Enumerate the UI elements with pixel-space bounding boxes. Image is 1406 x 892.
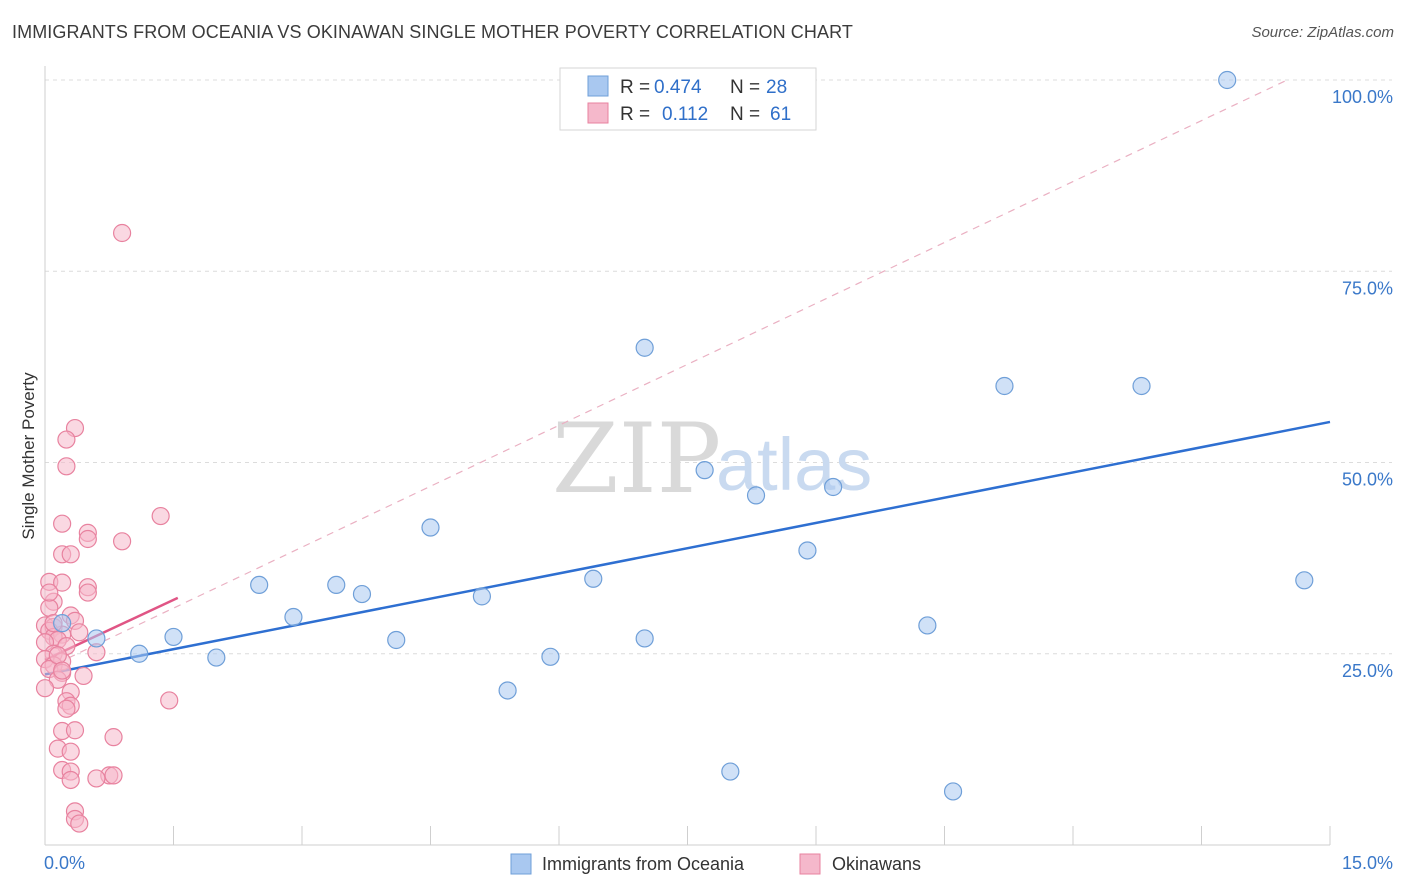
legend-n-label-oceania: N = — [730, 77, 760, 98]
point-okinawans — [53, 514, 72, 533]
trend-line-okinawans-extended — [44, 79, 1288, 670]
point-oceania — [584, 569, 603, 588]
point-okinawans — [57, 457, 76, 476]
watermark-atlas: atlas — [716, 423, 872, 506]
point-oceania — [943, 782, 963, 801]
point-okinawans — [112, 532, 132, 551]
series-legend: Immigrants from Oceania Okinawans — [510, 853, 921, 875]
point-oceania — [721, 762, 740, 781]
point-oceania — [421, 518, 440, 537]
point-okinawans — [61, 742, 80, 761]
point-oceania — [387, 630, 406, 650]
point-oceania — [1132, 376, 1151, 396]
point-oceania — [635, 629, 654, 648]
point-oceania — [541, 647, 560, 666]
legend-r-value-oceania: 0.474 — [654, 77, 702, 98]
point-okinawans — [151, 506, 170, 526]
x-tick-label: 15.0% — [1342, 853, 1393, 873]
point-oceania — [1218, 70, 1237, 90]
point-oceania — [472, 587, 491, 606]
point-okinawans — [70, 814, 89, 833]
point-okinawans — [53, 573, 72, 592]
point-oceania — [207, 648, 226, 667]
point-okinawans — [57, 430, 76, 449]
y-tick-label: 50.0% — [1342, 470, 1393, 490]
point-oceania — [130, 644, 149, 663]
point-okinawans — [104, 728, 123, 747]
legend-n-value-oceania: 28 — [766, 77, 787, 98]
y-axis-title: Single Mother Poverty — [19, 372, 38, 540]
watermark: ZIP atlas — [552, 403, 872, 515]
point-oceania — [824, 477, 843, 497]
watermark-zip: ZIP — [552, 403, 721, 515]
y-tick-label: 100.0% — [1332, 87, 1393, 107]
gridlines — [45, 79, 1392, 655]
x-tick-label: 0.0% — [44, 853, 85, 873]
point-oceania — [284, 607, 303, 627]
axes — [44, 66, 1331, 846]
bottom-legend-label-oceania: Immigrants from Oceania — [542, 854, 745, 874]
point-okinawans — [74, 666, 93, 686]
point-oceania — [635, 338, 654, 357]
legend-r-value-okinawans: 0.112 — [662, 104, 708, 125]
bottom-legend-label-okinawans: Okinawans — [832, 854, 921, 874]
bottom-legend-swatch-okinawans — [799, 853, 821, 875]
point-okinawans — [70, 623, 89, 642]
chart-title: IMMIGRANTS FROM OCEANIA VS OKINAWAN SING… — [12, 22, 853, 42]
point-oceania — [53, 614, 72, 633]
point-oceania — [164, 627, 183, 647]
legend-r-label-oceania: R = — [620, 77, 650, 98]
source-credit: Source: ZipAtlas.com — [1251, 24, 1394, 41]
correlation-legend: R = 0.474 N = 28 R = 0.112 N = 61 — [559, 67, 817, 131]
point-okinawans — [40, 598, 59, 617]
y-tick-label: 25.0% — [1342, 661, 1393, 681]
point-oceania — [918, 616, 937, 635]
legend-n-value-okinawans: 61 — [770, 104, 791, 125]
point-okinawans — [78, 529, 97, 549]
point-oceania — [352, 584, 372, 604]
legend-n-label-okinawans: N = — [730, 104, 760, 125]
y-tick-label: 75.0% — [1342, 278, 1393, 298]
point-okinawans — [61, 770, 80, 790]
point-okinawans — [112, 223, 132, 243]
trend-lines — [44, 79, 1331, 676]
point-okinawans — [61, 545, 80, 564]
x-tick-labels: 0.0% 15.0% — [44, 853, 1393, 873]
point-oceania — [250, 575, 269, 595]
legend-r-label-okinawans: R = — [620, 104, 650, 125]
point-oceania — [498, 681, 517, 700]
point-okinawans — [40, 583, 59, 602]
point-oceania — [995, 376, 1014, 396]
point-okinawans — [57, 699, 76, 718]
point-okinawans — [160, 691, 179, 710]
legend-swatch-oceania — [587, 75, 609, 97]
point-okinawans — [65, 721, 85, 740]
point-okinawans — [87, 769, 106, 788]
trend-line-oceania — [44, 420, 1331, 676]
point-oceania — [327, 575, 346, 595]
point-oceania — [695, 461, 714, 480]
y-tick-labels: 25.0% 50.0% 75.0% 100.0% — [1332, 87, 1393, 681]
point-oceania — [1295, 571, 1314, 590]
point-okinawans — [48, 646, 67, 665]
data-points — [35, 70, 1314, 833]
bottom-legend-swatch-oceania — [510, 853, 532, 875]
point-oceania — [746, 486, 766, 505]
point-okinawans — [104, 766, 123, 785]
point-okinawans — [53, 661, 72, 680]
point-oceania — [798, 541, 817, 560]
point-okinawans — [78, 583, 97, 602]
legend-swatch-okinawans — [587, 102, 609, 124]
point-okinawans — [35, 679, 55, 698]
point-oceania — [87, 629, 106, 648]
